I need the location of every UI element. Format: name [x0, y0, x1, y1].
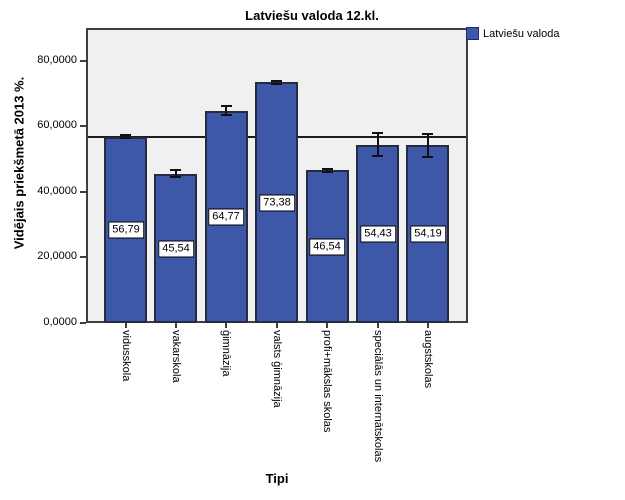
- error-bar-stem: [175, 170, 177, 177]
- chart-title: Latviešu valoda 12.kl.: [245, 8, 379, 23]
- legend-swatch-icon: [466, 27, 479, 40]
- error-bar-stem: [427, 134, 429, 157]
- x-category-label: augstskolas: [422, 330, 434, 389]
- error-bar-stem: [326, 169, 328, 172]
- error-bar-cap-top: [221, 105, 232, 107]
- error-bar-stem: [276, 81, 278, 84]
- error-bar-cap-bottom: [221, 114, 232, 116]
- error-bar-cap-top: [271, 80, 282, 82]
- value-label: 64,77: [208, 208, 244, 226]
- error-bar-stem: [125, 135, 127, 138]
- legend: Latviešu valoda: [466, 27, 559, 40]
- value-label: 45,54: [158, 240, 194, 258]
- y-tick: [80, 60, 86, 62]
- x-category-label: speciālās un internātskolas: [372, 330, 384, 463]
- error-bar-cap-bottom: [422, 156, 433, 158]
- x-tick: [326, 323, 328, 328]
- x-category-label: vakarskola: [170, 330, 182, 383]
- x-tick: [225, 323, 227, 328]
- x-category-label: ģimnāzija: [220, 330, 232, 377]
- x-category-label: vidusskola: [120, 330, 132, 382]
- y-tick: [80, 322, 86, 324]
- error-bar-cap-top: [322, 168, 333, 170]
- x-tick: [276, 323, 278, 328]
- error-bar-cap-top: [422, 133, 433, 135]
- legend-label: Latviešu valoda: [483, 27, 560, 40]
- x-category-label: profi+mākslas skolas: [321, 330, 333, 433]
- error-bar-cap-bottom: [271, 83, 282, 85]
- value-label: 54,43: [360, 225, 396, 243]
- value-label: 73,38: [259, 194, 295, 212]
- error-bar-cap-top: [170, 169, 181, 171]
- error-bar-cap-bottom: [322, 171, 333, 173]
- y-tick-label: 40,0000: [37, 185, 77, 197]
- error-bar-cap-bottom: [170, 176, 181, 178]
- error-bar-stem: [225, 106, 227, 115]
- x-tick: [427, 323, 429, 328]
- y-tick-label: 60,0000: [37, 119, 77, 131]
- y-tick: [80, 256, 86, 258]
- error-bar-cap-top: [372, 132, 383, 134]
- value-label: 46,54: [309, 238, 345, 256]
- y-tick-label: 0,0000: [43, 316, 77, 328]
- x-tick: [125, 323, 127, 328]
- error-bar-cap-bottom: [372, 155, 383, 157]
- x-tick: [377, 323, 379, 328]
- x-category-label: valsts ģimnāzija: [271, 330, 283, 408]
- error-bar-stem: [377, 133, 379, 156]
- error-bar-cap-bottom: [120, 137, 131, 139]
- y-tick-label: 80,0000: [37, 54, 77, 66]
- value-label: 54,19: [410, 225, 446, 243]
- error-bar-cap-top: [120, 134, 131, 136]
- x-axis-title: Tipi: [265, 471, 289, 486]
- y-tick-label: 20,0000: [37, 250, 77, 262]
- y-tick: [80, 125, 86, 127]
- x-tick: [175, 323, 177, 328]
- value-label: 56,79: [108, 221, 144, 239]
- y-tick: [80, 191, 86, 193]
